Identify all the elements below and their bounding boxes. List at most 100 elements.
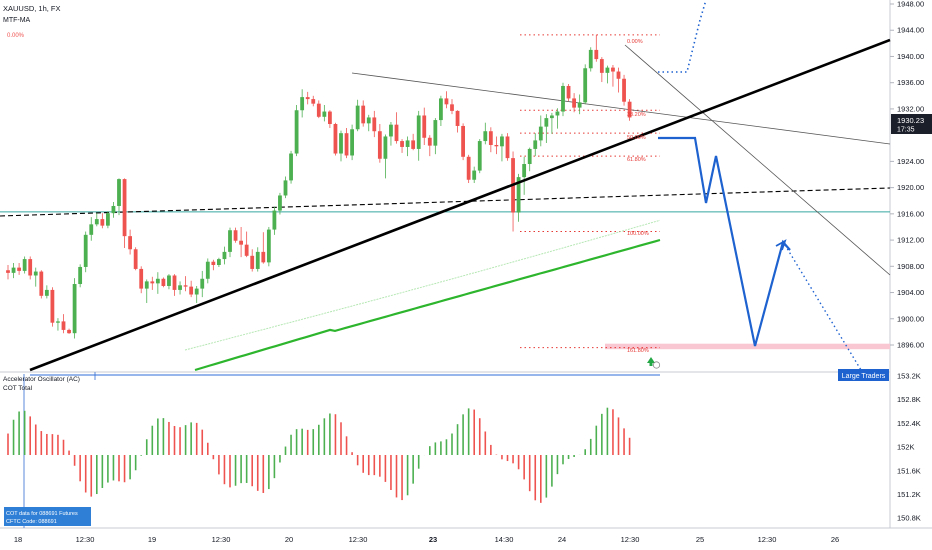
candle-body: [383, 136, 388, 159]
candle-body: [6, 270, 10, 273]
candle-body: [594, 49, 599, 60]
candle-body: [244, 244, 249, 256]
candle-body: [100, 219, 105, 226]
candle-body: [527, 148, 532, 165]
candle-body: [50, 289, 55, 323]
price-axis-label: 1920.00: [897, 183, 924, 192]
candle-body: [11, 267, 16, 273]
candle-body: [611, 67, 615, 72]
candle-body: [583, 68, 588, 103]
candle-body: [211, 261, 216, 265]
candle-body: [622, 78, 626, 102]
time-axis-label: 26: [831, 535, 839, 544]
time-axis-label: 19: [148, 535, 156, 544]
oscillator-axis-label: 151.6K: [897, 466, 921, 475]
candle-body: [33, 271, 38, 276]
price-axis-label: 1916.00: [897, 209, 924, 218]
oscillator-axis-label: 152.8K: [897, 395, 921, 404]
forecast-path: [658, 136, 791, 347]
candle-body: [133, 249, 138, 269]
large-traders-badge: [838, 369, 889, 381]
symbol-title: XAUUSD, 1h, FX: [3, 4, 61, 13]
time-axis-label: 12:30: [212, 535, 231, 544]
candle-body: [183, 285, 188, 287]
candle-body: [627, 101, 632, 118]
candle-body: [44, 289, 49, 296]
price-pane[interactable]: [0, 0, 891, 372]
candle-body: [516, 177, 521, 213]
candle-body: [200, 278, 205, 289]
candle-body: [500, 136, 504, 147]
candle-body: [350, 129, 354, 156]
time-axis-label: 12:30: [76, 535, 95, 544]
candle-body: [205, 261, 210, 279]
axes: 1948.00 1944.00 1940.00 1936.00 1932.00 1924.…: [14, 0, 924, 544]
large-traders-label: Large Traders: [842, 373, 886, 380]
time-axis-label: 12:30: [621, 535, 640, 544]
cot-info-box: [4, 507, 91, 526]
price-axis-label: 1908.00: [897, 262, 924, 271]
candle-body: [377, 131, 382, 159]
countdown-label: 17:35: [897, 127, 915, 134]
time-axis-label: 20: [285, 535, 293, 544]
upper-channel-line: [351, 72, 891, 145]
candle-body: [522, 164, 527, 178]
candle-body: [566, 85, 571, 99]
current-price-badge: [891, 114, 932, 134]
moving-average-line: [194, 238, 661, 372]
candle-body: [217, 259, 221, 265]
candle-body: [17, 267, 21, 271]
price-axis-label: 1948.00: [897, 0, 924, 9]
candle-body: [278, 195, 282, 211]
candle-body: [450, 104, 454, 111]
candle-body: [311, 99, 316, 104]
candle-body: [289, 153, 293, 181]
candle-body: [94, 219, 99, 225]
candle-body: [577, 102, 582, 108]
candle-body: [272, 210, 277, 230]
descending-line: [624, 44, 891, 276]
candle-body: [550, 115, 554, 119]
grid: [0, 0, 932, 529]
oscillator-pane[interactable]: [7, 372, 660, 528]
candle-body: [439, 98, 443, 121]
candle-body: [339, 133, 343, 154]
candle-body: [22, 259, 27, 271]
fib-label-0: 0.00%: [627, 39, 643, 45]
candle-body: [389, 124, 393, 137]
candle-body: [89, 224, 94, 235]
candle-body: [178, 285, 182, 290]
candle-body: [405, 140, 410, 147]
candle-body: [228, 230, 232, 252]
candle-body: [599, 59, 604, 73]
time-axis-label: 18: [14, 535, 22, 544]
candle-body: [261, 251, 266, 263]
candle-body: [533, 140, 538, 149]
oscillator-axis-label: 153.2K: [897, 372, 921, 381]
fib-zone-161: [605, 343, 890, 350]
cot-info-line2: CFTC Code: 088691: [6, 519, 57, 525]
candle-body: [616, 71, 621, 79]
main-trendline: [29, 38, 891, 372]
candle-body: [222, 251, 227, 260]
candle-body: [427, 137, 432, 146]
indicator-value: 0.00%: [7, 33, 25, 39]
candle-body: [505, 136, 510, 159]
current-price-label: 1930.23: [897, 116, 924, 125]
candle-body: [416, 115, 421, 149]
time-axis-label: 23: [429, 535, 437, 544]
candle-body: [189, 286, 194, 295]
candle-body: [250, 255, 255, 269]
faint-ma-line: [184, 219, 661, 351]
candle-body: [466, 156, 471, 180]
candle-body: [300, 97, 305, 111]
fib-label-38: 38.20%: [627, 112, 646, 118]
price-axis-label: 1912.00: [897, 236, 924, 245]
candle-body: [333, 124, 338, 154]
oscillator-title: Accelerator Oscillator (AC): [3, 376, 80, 383]
cot-info-line1: COT data for 088691 Futures: [6, 511, 78, 517]
candle-body: [605, 67, 610, 73]
candle-body: [372, 117, 377, 132]
candle-body: [167, 275, 171, 286]
